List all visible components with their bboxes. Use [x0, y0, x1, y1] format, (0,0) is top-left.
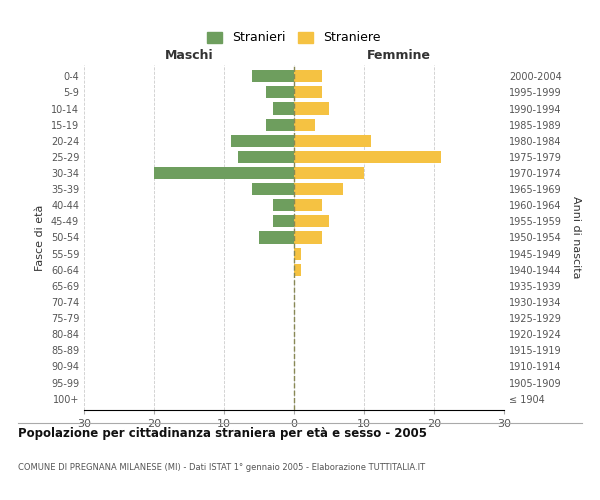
Bar — [266, 86, 294, 99]
Bar — [273, 102, 294, 115]
Bar — [266, 118, 294, 130]
Text: Popolazione per cittadinanza straniera per età e sesso - 2005: Popolazione per cittadinanza straniera p… — [18, 428, 427, 440]
Bar — [294, 151, 441, 163]
Bar — [259, 232, 294, 243]
Bar — [294, 216, 329, 228]
Bar — [294, 199, 322, 211]
Text: Maschi: Maschi — [164, 48, 214, 62]
Bar — [273, 199, 294, 211]
Bar — [294, 232, 322, 243]
Bar — [294, 264, 301, 276]
Bar — [273, 216, 294, 228]
Bar — [238, 151, 294, 163]
Bar — [231, 134, 294, 147]
Y-axis label: Anni di nascita: Anni di nascita — [571, 196, 581, 279]
Bar — [252, 70, 294, 82]
Text: COMUNE DI PREGNANA MILANESE (MI) - Dati ISTAT 1° gennaio 2005 - Elaborazione TUT: COMUNE DI PREGNANA MILANESE (MI) - Dati … — [18, 462, 425, 471]
Bar — [252, 183, 294, 195]
Bar — [154, 167, 294, 179]
Bar — [294, 134, 371, 147]
Y-axis label: Fasce di età: Fasce di età — [35, 204, 45, 270]
Bar — [294, 167, 364, 179]
Bar — [294, 70, 322, 82]
Bar — [294, 86, 322, 99]
Bar — [294, 102, 329, 115]
Bar — [294, 118, 315, 130]
Bar — [294, 248, 301, 260]
Text: Femmine: Femmine — [367, 48, 431, 62]
Bar — [294, 183, 343, 195]
Legend: Stranieri, Straniere: Stranieri, Straniere — [202, 26, 386, 50]
